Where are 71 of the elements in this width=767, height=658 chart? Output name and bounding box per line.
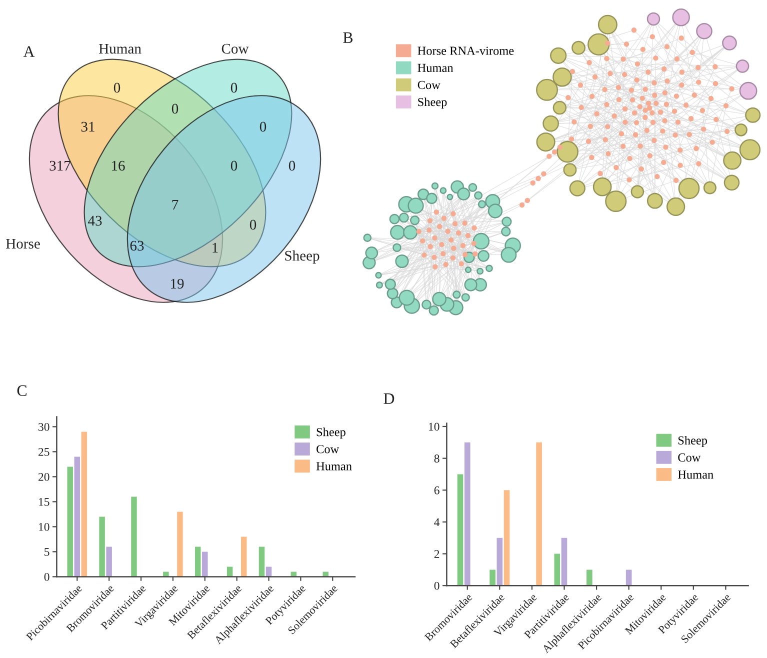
bar [266, 566, 272, 577]
category-label: Cow [222, 44, 249, 54]
y-tick-label: 10 [428, 422, 440, 431]
text: 19 [170, 278, 184, 289]
bar [131, 496, 137, 577]
bar [177, 512, 183, 577]
text: B [343, 32, 353, 43]
text: 0 [230, 82, 238, 93]
text: 0 [288, 160, 296, 171]
legend-label: Sheep [418, 98, 447, 109]
bar [240, 536, 247, 577]
legend-label: Horse RNA-virome [418, 46, 514, 55]
y-tick-label: 30 [38, 422, 50, 431]
bar [258, 546, 265, 577]
text: 16 [112, 160, 125, 171]
text: 317 [50, 160, 71, 171]
bar [504, 490, 510, 586]
y-tick-label: 5 [44, 548, 50, 556]
bar [226, 566, 233, 577]
bar [457, 474, 464, 586]
bar [99, 516, 105, 577]
legend-label: Cow [316, 445, 340, 454]
bar [74, 456, 80, 577]
bar [490, 570, 496, 586]
y-tick-label: 25 [38, 448, 50, 456]
category-label: Horse [6, 238, 40, 249]
bar [536, 442, 542, 586]
bar [194, 546, 201, 577]
bar [561, 538, 568, 586]
text: 0 [250, 220, 256, 230]
bar [106, 546, 112, 577]
bar [67, 466, 73, 577]
y-tick-label: 8 [434, 454, 440, 463]
text: A [23, 46, 35, 57]
y-tick-label: 6 [434, 486, 440, 494]
legend-label: Human [678, 470, 714, 479]
bar [202, 552, 208, 577]
legend-label: Cow [418, 80, 440, 90]
y-tick-label: 15 [38, 498, 50, 506]
category-label: Human [98, 44, 142, 54]
text: 43 [88, 216, 102, 226]
bar [626, 570, 632, 586]
y-tick-label: 4 [434, 518, 440, 526]
y-tick-label: 2 [434, 550, 440, 558]
text: 31 [81, 122, 94, 132]
bar [322, 572, 328, 577]
text: 7 [172, 200, 178, 210]
text: 0 [260, 122, 266, 132]
chart-title: D [384, 393, 394, 404]
bar [464, 442, 470, 586]
y-tick-label: 0 [434, 582, 440, 590]
text: 0 [230, 160, 238, 171]
y-tick-label: 20 [38, 472, 50, 481]
bar [496, 538, 503, 586]
bar [554, 554, 560, 586]
legend-label: Sheep [678, 436, 708, 448]
bar [81, 432, 88, 577]
legend-label: Sheep [316, 428, 346, 439]
bar [163, 572, 169, 577]
text: 63 [130, 240, 144, 251]
y-tick-label: 0 [44, 572, 50, 581]
legend-label: Cow [678, 453, 701, 462]
text: 1 [212, 242, 218, 253]
category-label: Sheep [285, 250, 320, 264]
legend-label: Human [316, 462, 352, 470]
legend-label: Human [418, 64, 454, 72]
text: 0 [172, 104, 178, 114]
chart-title: C [17, 385, 26, 396]
bar [586, 570, 592, 586]
y-tick-label: 10 [38, 522, 50, 531]
text: 0 [114, 82, 120, 93]
